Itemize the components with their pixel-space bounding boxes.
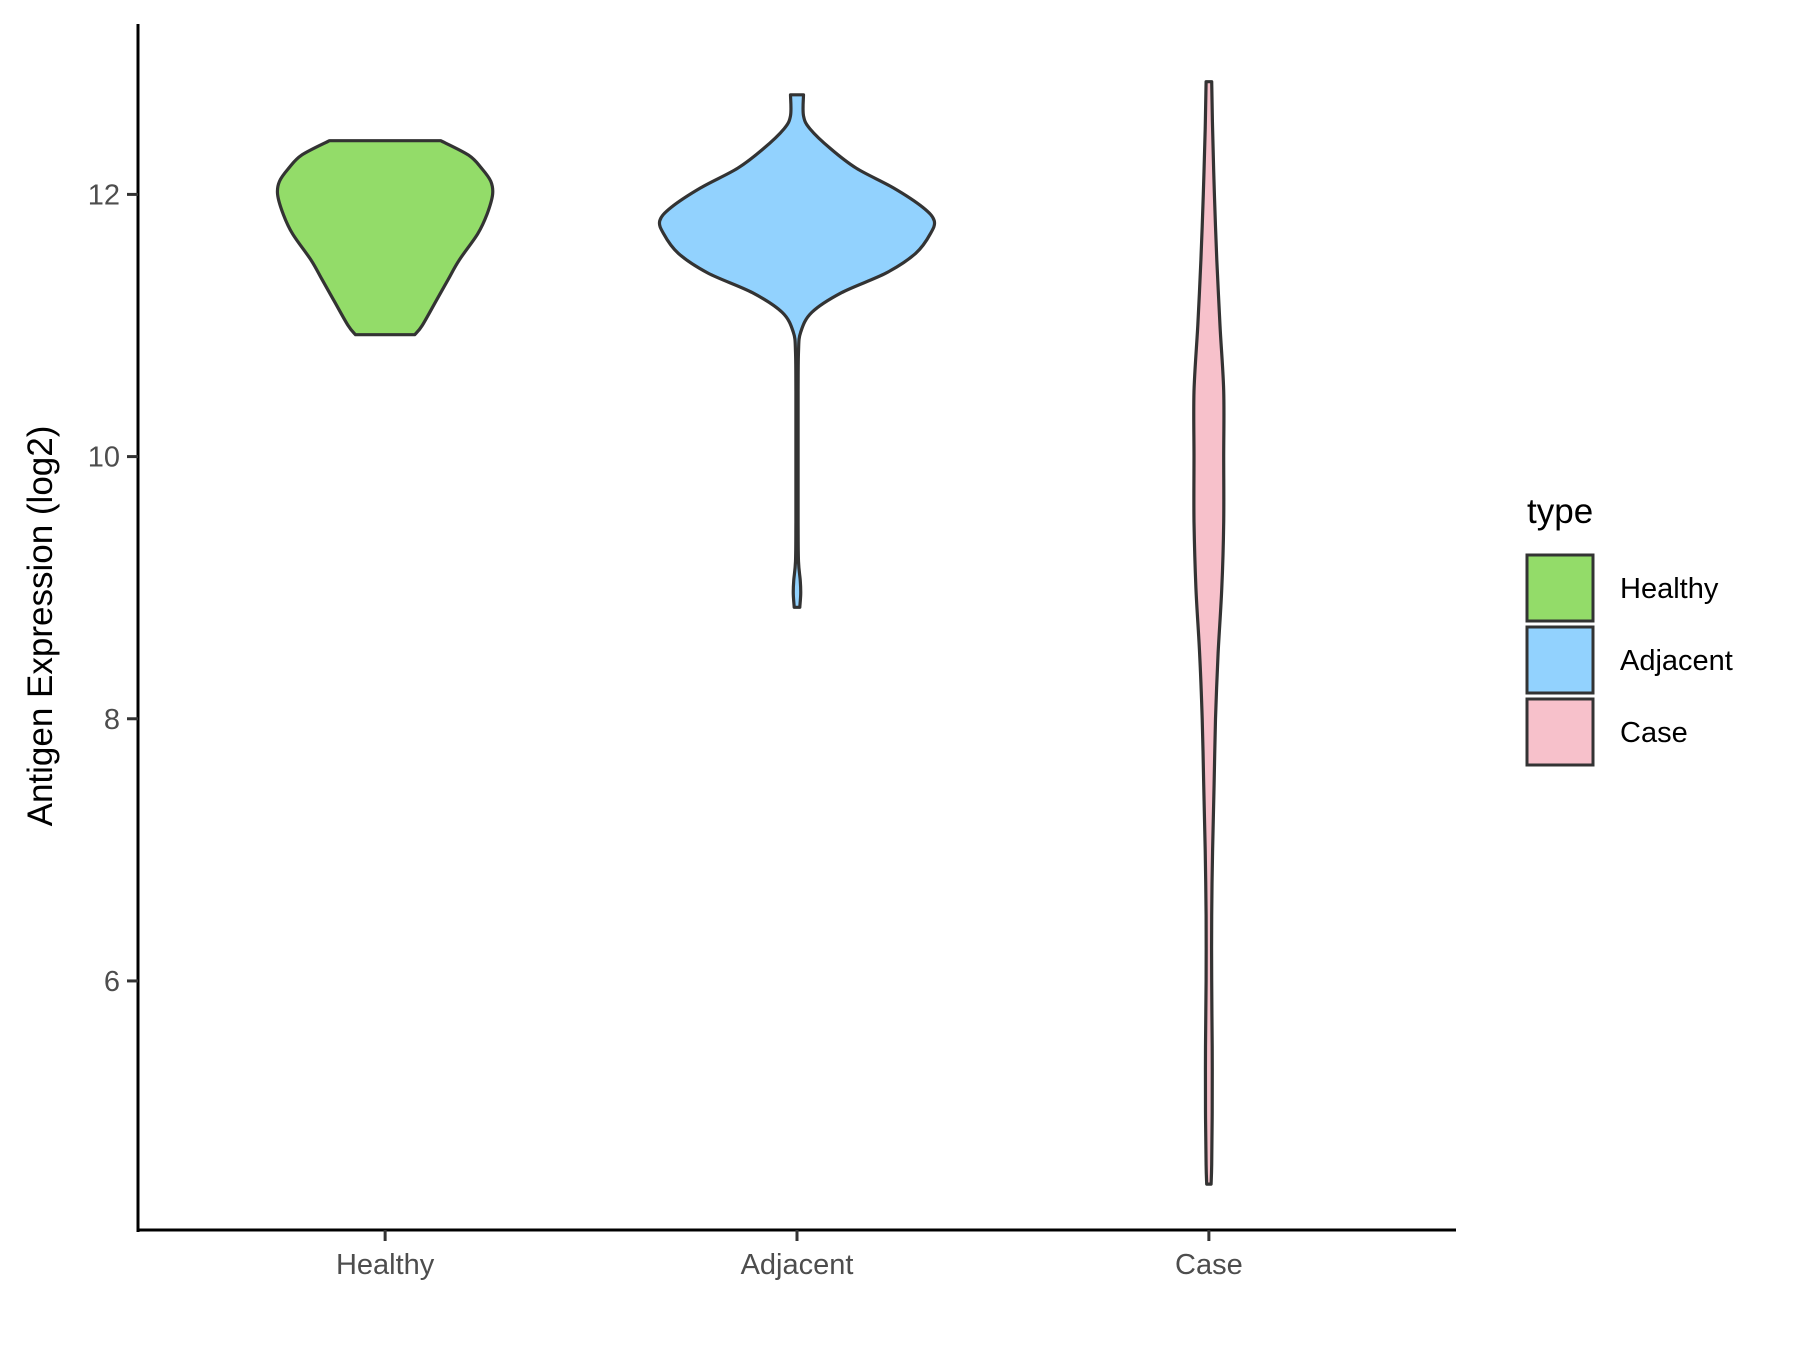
y-ticks: 6 8 10 12 [88, 179, 138, 998]
legend-label-adjacent: Adjacent [1620, 645, 1733, 677]
y-tick-label-12: 12 [88, 179, 120, 211]
violin-case [1192, 80, 1226, 1186]
x-ticks: Healthy Adjacent Case [336, 1230, 1243, 1281]
legend-label-healthy: Healthy [1620, 573, 1719, 605]
legend: type Healthy Adjacent Case [1525, 492, 1733, 767]
x-tick-label-healthy: Healthy [336, 1249, 435, 1281]
x-tick-label-adjacent: Adjacent [741, 1249, 854, 1281]
y-tick-label-10: 10 [88, 442, 120, 474]
y-tick-label-8: 8 [104, 704, 120, 736]
y-axis-title: Antigen Expression (log2) [21, 426, 60, 827]
legend-key-adjacent [1525, 625, 1595, 695]
y-tick-label-6: 6 [104, 966, 120, 998]
legend-key-case [1525, 697, 1595, 767]
legend-title: type [1527, 492, 1593, 531]
legend-entries: Healthy Adjacent Case [1525, 553, 1733, 767]
violin-layer [275, 80, 1226, 1186]
legend-label-case: Case [1620, 717, 1688, 749]
legend-key-healthy [1525, 553, 1595, 623]
violin-adjacent [657, 93, 937, 609]
violin-healthy [275, 139, 495, 337]
x-tick-label-case: Case [1175, 1249, 1243, 1281]
